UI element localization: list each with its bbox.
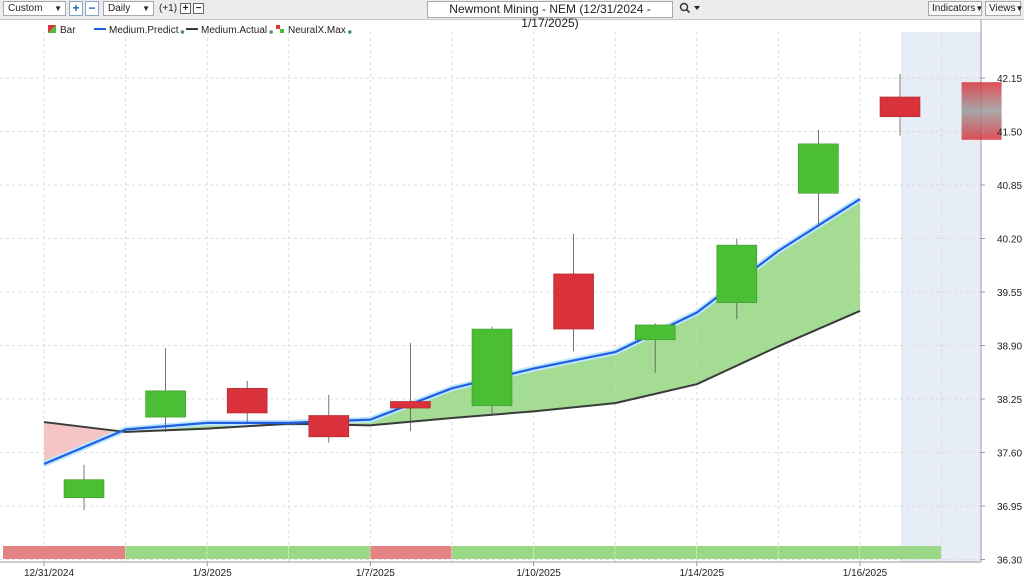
x-tick-label: 1/10/2025 — [516, 568, 561, 579]
candle-body — [634, 324, 676, 341]
range-select-value: Custom — [8, 3, 43, 14]
candle-body — [390, 401, 431, 409]
neuralx-strip-segment — [615, 546, 697, 559]
indicators-label: Indicators — [932, 3, 976, 14]
neuralx-max-strip — [3, 546, 942, 559]
neuralx-strip-segment — [3, 546, 126, 559]
y-tick-label: 40.20 — [997, 235, 1022, 246]
candles — [63, 73, 1002, 511]
x-tick-label: 1/16/2025 — [843, 568, 888, 579]
neuralx-strip-segment — [696, 546, 778, 559]
x-tick-label: 12/31/2024 — [24, 568, 74, 579]
candle-body — [63, 479, 105, 499]
toolbar: Custom ▼ + − Daily ▼ (+1) + − Newmont Mi… — [0, 0, 1024, 30]
candle-body — [716, 244, 758, 304]
y-tick-label: 37.60 — [997, 449, 1022, 460]
candle-body — [145, 390, 186, 418]
y-tick-label: 36.30 — [997, 556, 1022, 567]
price-chart: Bar Medium.Predict Medium.Actual NeuralX.Ma… — [0, 20, 1022, 579]
neuralx-strip-segment — [860, 546, 942, 559]
zoom-in-button[interactable]: + — [69, 1, 83, 16]
y-tick-label: 40.85 — [997, 181, 1022, 192]
offset-plus-button[interactable]: + — [180, 3, 191, 14]
period-select[interactable]: Daily ▼ — [103, 1, 154, 16]
legend-dot-icon — [180, 30, 185, 34]
spread-area — [778, 199, 860, 347]
neuralx-strip-segment — [452, 546, 534, 559]
legend-label: NeuralX.Max — [288, 25, 346, 36]
y-tick-label: 39.55 — [997, 288, 1022, 299]
y-tick-label: 36.95 — [997, 502, 1022, 513]
forecast-bar — [961, 82, 1002, 140]
y-tick-label: 41.50 — [997, 128, 1022, 139]
legend-dot-icon — [348, 30, 352, 34]
neuralx-legend-icon — [276, 25, 280, 29]
neuralx-strip-segment — [125, 546, 207, 559]
candle-body — [226, 388, 268, 414]
legend-dot-icon — [269, 30, 273, 34]
candle-body — [879, 96, 921, 118]
candle-body — [308, 415, 350, 438]
spread-area — [696, 250, 779, 385]
neuralx-strip-segment — [370, 546, 452, 559]
legend: Bar Medium.Predict Medium.Actual NeuralX.Ma… — [48, 25, 352, 36]
y-tick-label: 38.25 — [997, 395, 1022, 406]
chart-title[interactable]: Newmont Mining - NEM (12/31/2024 - 1/17/… — [427, 1, 673, 30]
legend-label: Medium.Predict — [109, 25, 179, 36]
chevron-down-icon: ▼ — [142, 4, 150, 13]
views-label: Views — [989, 3, 1016, 14]
views-button[interactable]: Views▼ — [985, 1, 1024, 16]
chevron-down-icon: ▼ — [1015, 4, 1024, 13]
neuralx-strip-segment — [533, 546, 615, 559]
candle-body — [553, 273, 594, 330]
y-tick-label: 42.15 — [997, 74, 1022, 85]
actual-line — [43, 310, 861, 433]
x-tick-label: 1/14/2025 — [680, 568, 725, 579]
candle-body — [471, 328, 513, 406]
x-tick-label: 1/3/2025 — [193, 568, 232, 579]
chevron-down-icon: ▼ — [975, 4, 984, 13]
period-select-value: Daily — [108, 3, 131, 14]
bar-legend-icon — [48, 25, 56, 33]
legend-label: Medium.Actual — [201, 25, 267, 36]
spread-area — [615, 312, 697, 404]
candle-body — [798, 143, 839, 194]
x-tick-label: 1/7/2025 — [356, 568, 395, 579]
x-axis: 12/31/2024 1/3/2025 1/7/2025 1/10/2025 1/14/… — [24, 562, 888, 579]
indicators-button[interactable]: Indicators▼ — [928, 1, 984, 16]
neuralx-strip-segment — [778, 546, 860, 559]
offset-label: (+1) — [159, 3, 178, 14]
y-tick-label: 38.90 — [997, 342, 1022, 353]
neuralx-legend-icon — [280, 29, 284, 33]
range-select[interactable]: Custom ▼ — [3, 1, 66, 16]
chevron-down-icon: ▼ — [54, 4, 62, 13]
y-axis: 42.15 41.50 40.85 40.20 39.55 38.90 38.25 37.60… — [981, 74, 1022, 567]
neuralx-strip-segment — [207, 546, 289, 559]
search-icon — [679, 2, 700, 14]
neuralx-strip-segment — [288, 546, 370, 559]
legend-label: Bar — [60, 25, 76, 36]
offset-minus-button[interactable]: − — [193, 3, 204, 14]
search-button[interactable] — [679, 2, 703, 16]
zoom-out-button[interactable]: − — [85, 1, 99, 16]
